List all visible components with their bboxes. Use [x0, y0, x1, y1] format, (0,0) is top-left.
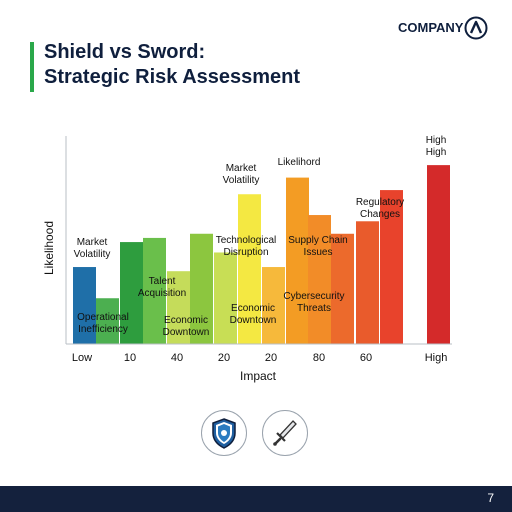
- bar-5: [167, 271, 190, 344]
- bar-15: [427, 165, 450, 344]
- annotation-label: Likelihord: [278, 157, 321, 168]
- risk-bar-chart: Market Volatility Operational Inefficiency T…: [42, 135, 452, 383]
- company-logo-icon: [464, 16, 488, 40]
- company-name: COMPANY: [398, 20, 464, 35]
- title-line-2: Strategic Risk Assessment: [44, 66, 301, 88]
- bar-4: [143, 237, 166, 344]
- annotation-label: High High: [426, 135, 447, 158]
- x-tick-label: Low: [72, 352, 92, 364]
- annotation-label: Technological Disruption: [216, 235, 277, 258]
- x-tick-label: 20: [218, 352, 230, 364]
- annotation-label: Market Volatility: [223, 163, 260, 186]
- bar-11: [308, 215, 331, 344]
- annotation-label: Economic Downtown: [230, 303, 277, 326]
- annotation-label: Market Volatility: [74, 237, 111, 260]
- annotation-label: Economic Downtown: [163, 315, 210, 338]
- x-tick-label: 40: [171, 352, 183, 364]
- bar-1: [73, 267, 96, 344]
- bar-8: [238, 194, 261, 344]
- annotation-label: Cybersecurity Threats: [283, 291, 344, 314]
- bar-3: [120, 242, 143, 344]
- sword-button[interactable]: [262, 410, 308, 456]
- footer-bar: 7: [0, 486, 512, 512]
- annotation-label: Operational Inefficiency: [77, 312, 129, 335]
- bar-14: [380, 190, 403, 344]
- x-axis-title: Impact: [240, 369, 277, 383]
- x-tick-label: 20: [265, 352, 277, 364]
- bar-6: [190, 233, 213, 344]
- x-tick-label: 60: [360, 352, 372, 364]
- page-number: 7: [487, 491, 494, 505]
- annotation-label: Talent Acquisition: [138, 276, 186, 299]
- title-accent-bar: [30, 42, 34, 92]
- x-tick-label: High: [425, 352, 448, 364]
- annotation-label: Supply Chain Issues: [288, 235, 347, 258]
- bar-7: [214, 252, 237, 344]
- annotation-label: Regulatory Changes: [356, 197, 404, 220]
- bar-10: [286, 177, 309, 344]
- page-title: Shield vs Sword: Strategic Risk Assessme…: [44, 40, 300, 90]
- bar-9: [262, 267, 285, 344]
- sword-icon: [273, 420, 297, 446]
- bar-2: [96, 298, 119, 344]
- bar-12: [331, 233, 354, 344]
- shield-button[interactable]: [201, 410, 247, 456]
- x-tick-label: 10: [124, 352, 136, 364]
- title-line-1: Shield vs Sword:: [44, 41, 206, 63]
- shield-icon: [212, 418, 236, 449]
- x-tick-label: 80: [313, 352, 325, 364]
- y-axis-title: Likelihood: [42, 221, 56, 275]
- bar-13: [356, 221, 379, 344]
